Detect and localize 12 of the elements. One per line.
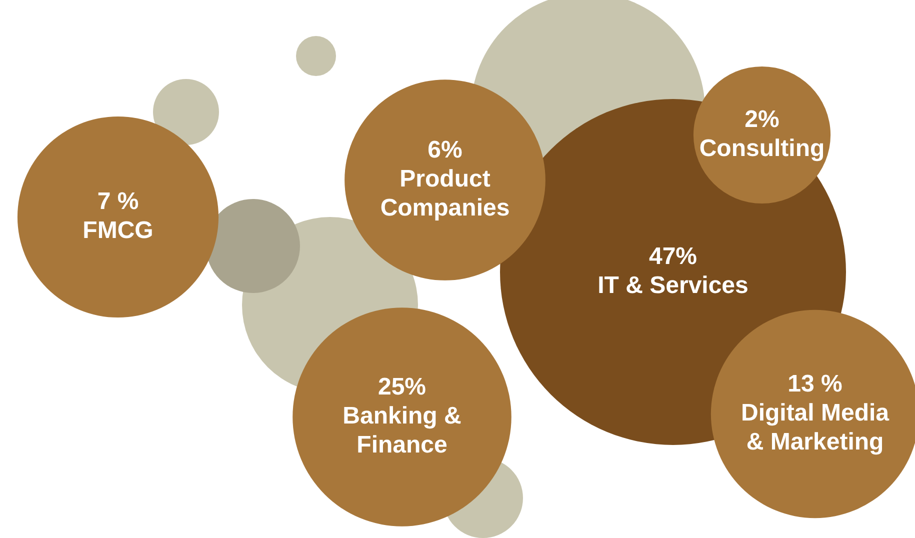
data-label: 6% (428, 136, 462, 164)
category-label: IT & Services (598, 272, 748, 300)
category-label: Banking & Finance (342, 402, 462, 459)
data-label: 47% (648, 243, 698, 270)
data-label: 25% (378, 374, 426, 401)
data-label: 13 % (788, 370, 842, 398)
category-label: Product Companies (380, 166, 510, 222)
category-label: Digital Media & Marketing (740, 400, 890, 456)
category-label: FMCG (82, 217, 154, 244)
data-label: 7 % (97, 188, 139, 216)
data-label: 2% (744, 106, 780, 134)
category-label: Consulting (699, 135, 825, 162)
